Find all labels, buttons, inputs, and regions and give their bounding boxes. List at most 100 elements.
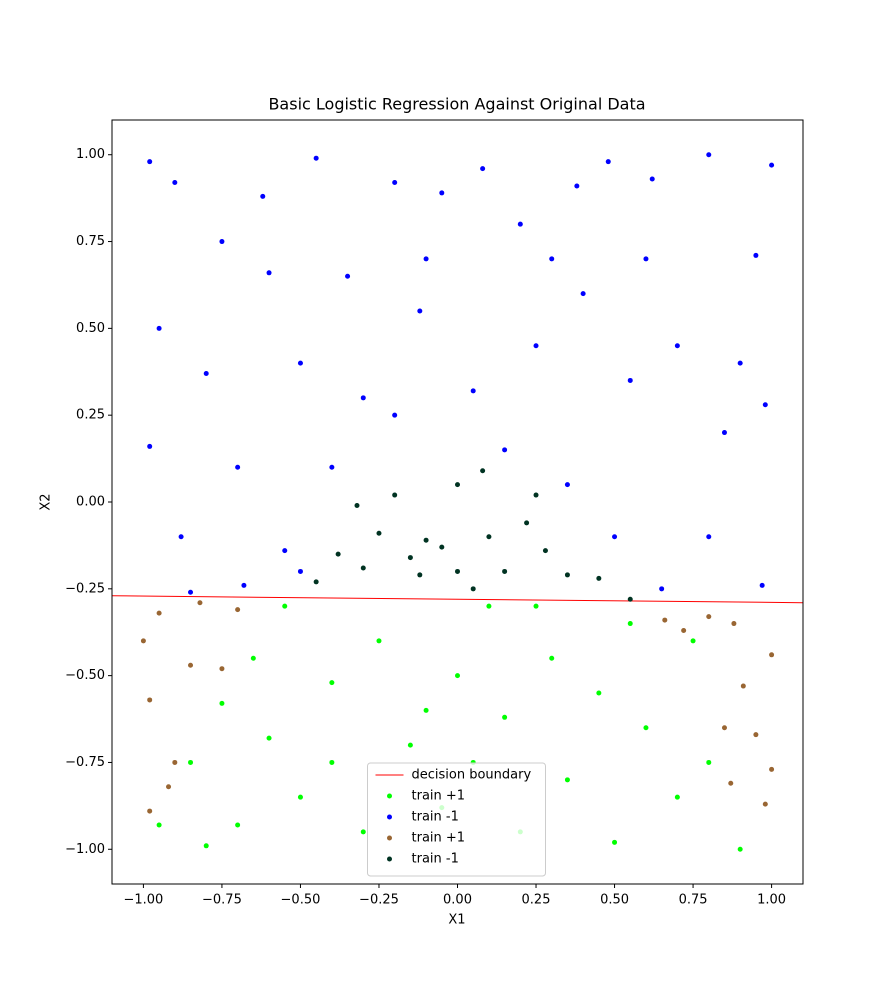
point [649, 176, 655, 182]
x-axis-label: X1 [448, 913, 465, 928]
point [728, 780, 734, 786]
point [235, 607, 241, 613]
point [455, 673, 460, 679]
chart-title: Basic Logistic Regression Against Origin… [268, 95, 645, 114]
point [706, 759, 712, 765]
legend-marker [387, 856, 392, 862]
point [407, 555, 413, 561]
decision-boundary [112, 595, 803, 604]
plot-frame [111, 119, 804, 885]
legend-label: decision boundary [412, 768, 532, 783]
point [235, 464, 241, 470]
point [627, 596, 633, 602]
point [147, 443, 153, 449]
point [486, 603, 492, 609]
point [203, 843, 209, 849]
point [260, 193, 266, 199]
point [502, 568, 508, 574]
point [643, 725, 649, 731]
point [417, 308, 423, 314]
point [574, 183, 580, 189]
point [524, 520, 530, 526]
point [470, 586, 476, 592]
point [480, 468, 486, 474]
legend-label: train -1 [412, 852, 459, 867]
point [140, 638, 146, 644]
point [203, 371, 209, 377]
point [392, 180, 398, 186]
point [360, 565, 366, 571]
point [313, 579, 319, 585]
point [762, 801, 768, 807]
point [156, 325, 162, 331]
x-tick-label: 1.00 [757, 893, 786, 908]
point [612, 534, 618, 540]
point [542, 548, 548, 554]
point [769, 766, 775, 772]
point [681, 627, 687, 633]
point [502, 447, 508, 453]
point [376, 530, 382, 536]
point [329, 759, 335, 765]
point [740, 683, 746, 689]
point [455, 482, 460, 488]
point [759, 582, 765, 588]
point [147, 697, 153, 703]
point [360, 829, 366, 835]
point [354, 502, 360, 508]
point [769, 162, 775, 168]
y-tick-label: 0.75 [76, 234, 105, 249]
point [392, 492, 398, 498]
point [313, 155, 319, 161]
point [156, 822, 162, 828]
legend-marker [387, 835, 392, 841]
point [188, 759, 194, 765]
point [596, 690, 602, 696]
x-tick-label: 0.25 [522, 893, 551, 908]
point [219, 666, 225, 672]
point [721, 725, 727, 731]
point [659, 586, 665, 592]
point [219, 700, 225, 706]
point [297, 794, 303, 800]
point [345, 273, 351, 279]
point [662, 617, 668, 623]
point [564, 482, 570, 488]
point [643, 256, 649, 262]
point [297, 568, 303, 574]
point [266, 735, 272, 741]
point [480, 166, 486, 172]
point [172, 759, 178, 765]
point [166, 784, 172, 790]
point [178, 534, 184, 540]
y-tick-label: 1.00 [76, 147, 105, 162]
point [564, 777, 570, 783]
y-tick-label: 0.00 [76, 495, 105, 510]
point [235, 822, 241, 828]
point [172, 180, 178, 186]
point [147, 159, 153, 165]
point [564, 572, 570, 578]
point [282, 548, 288, 554]
point [335, 551, 341, 557]
point [439, 544, 445, 550]
point [417, 572, 423, 578]
point [737, 360, 743, 366]
point [605, 159, 611, 165]
point [423, 537, 429, 543]
point [769, 652, 775, 658]
point [423, 707, 429, 713]
point [580, 291, 586, 297]
point [197, 600, 203, 606]
point [690, 638, 696, 644]
point [737, 846, 743, 852]
point [455, 568, 460, 574]
y-tick-label: −0.50 [65, 668, 105, 683]
legend-label: train +1 [412, 831, 466, 846]
point [360, 395, 366, 401]
legend-box [367, 762, 546, 877]
point [188, 662, 194, 668]
point [376, 638, 382, 644]
y-tick-label: 0.25 [76, 408, 105, 423]
